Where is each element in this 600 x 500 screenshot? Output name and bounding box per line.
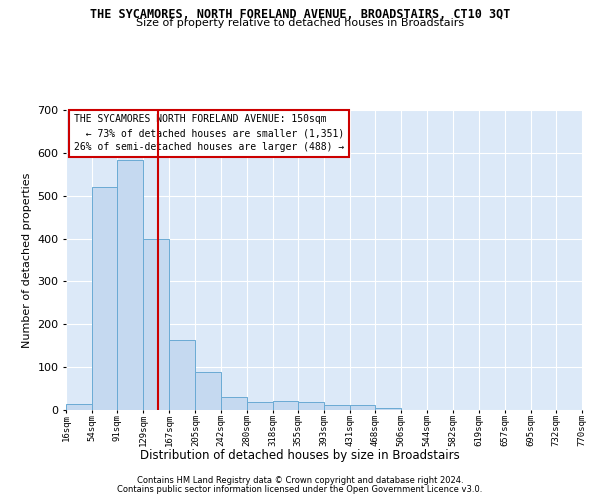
Bar [247, 402, 272, 410]
Text: Size of property relative to detached houses in Broadstairs: Size of property relative to detached ho… [136, 18, 464, 28]
Bar [169, 340, 196, 410]
Bar [196, 372, 221, 410]
Bar [66, 404, 92, 410]
Bar [376, 408, 401, 410]
Text: Distribution of detached houses by size in Broadstairs: Distribution of detached houses by size … [140, 448, 460, 462]
Bar [143, 238, 169, 410]
Text: THE SYCAMORES NORTH FORELAND AVENUE: 150sqm
  ← 73% of detached houses are small: THE SYCAMORES NORTH FORELAND AVENUE: 150… [74, 114, 344, 152]
Bar [92, 187, 118, 410]
Text: Contains public sector information licensed under the Open Government Licence v3: Contains public sector information licen… [118, 485, 482, 494]
Text: Contains HM Land Registry data © Crown copyright and database right 2024.: Contains HM Land Registry data © Crown c… [137, 476, 463, 485]
Bar [272, 401, 298, 410]
Bar [298, 402, 324, 410]
Bar [221, 396, 247, 410]
Bar [324, 406, 350, 410]
Text: THE SYCAMORES, NORTH FORELAND AVENUE, BROADSTAIRS, CT10 3QT: THE SYCAMORES, NORTH FORELAND AVENUE, BR… [90, 8, 510, 20]
Bar [118, 160, 143, 410]
Y-axis label: Number of detached properties: Number of detached properties [22, 172, 32, 348]
Bar [350, 405, 376, 410]
